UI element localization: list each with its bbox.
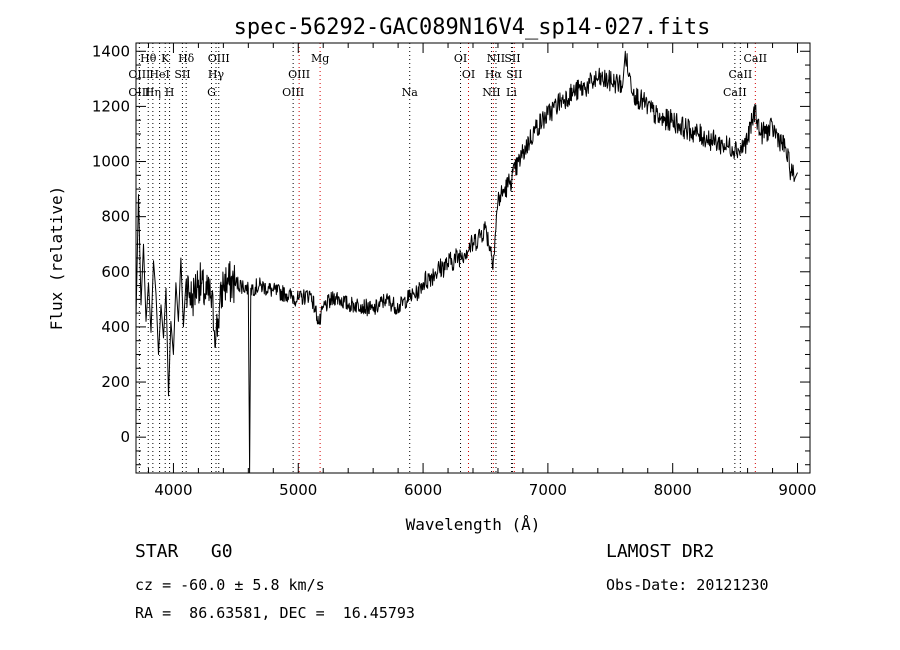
x-tick-label: 4000 (154, 481, 192, 499)
y-tick-label: 1000 (92, 153, 130, 171)
class-label: STAR (135, 541, 179, 562)
x-tick-label: 5000 (279, 481, 317, 499)
line-label: SII (504, 52, 520, 65)
y-tick-label: 1200 (92, 97, 130, 115)
x-tick-label: 9000 (778, 481, 816, 499)
x-tick-label: 6000 (404, 481, 442, 499)
subclass-label: G0 (210, 541, 233, 562)
line-label: Na (402, 86, 419, 99)
coordinates-text: RA = 86.63581, DEC = 16.45793 (135, 604, 415, 622)
plot-frame (135, 42, 811, 474)
spectrum-series (135, 50, 798, 474)
x-tick-label: 7000 (529, 481, 567, 499)
spectrum-line (135, 50, 798, 474)
line-label: CaII (723, 86, 747, 99)
line-label: CaII (743, 52, 767, 65)
survey-name: LAMOST DR2 (606, 541, 715, 562)
y-axis-label: Flux (relative) (47, 186, 66, 331)
line-label: G (207, 86, 216, 99)
y-tick-label: 400 (101, 318, 130, 336)
line-label: OI (462, 68, 475, 81)
line-label: OIII (128, 68, 150, 81)
line-label: Hθ (140, 52, 157, 65)
redshift-text: cz = -60.0 ± 5.8 km/s (135, 576, 325, 594)
y-tick-label: 600 (101, 263, 130, 281)
line-label: SII (174, 68, 190, 81)
obs-date-text: Obs-Date: 20121230 (606, 576, 769, 594)
y-axis: 0 200 400 600 800 1000 1200 1400 (92, 42, 810, 466)
line-label: H (165, 86, 175, 99)
y-tick-label: 1400 (92, 42, 130, 60)
x-axis: 4000 5000 6000 7000 8000 9000 (147, 43, 817, 499)
object-class: STAR G0 (135, 541, 233, 562)
y-tick-label: 200 (101, 373, 130, 391)
line-label: Hγ (208, 68, 225, 81)
line-label: NII (482, 86, 500, 99)
line-label: HeI (149, 68, 169, 81)
x-tick-label: 8000 (654, 481, 692, 499)
line-label: Hδ (178, 52, 195, 65)
line-label: CaII (729, 68, 753, 81)
line-label: Mg (311, 52, 329, 65)
line-label: K (161, 52, 170, 65)
line-label: OI (454, 52, 467, 65)
line-label: Hη (145, 86, 161, 99)
line-markers (138, 43, 756, 473)
line-label: OIII (288, 68, 310, 81)
line-label: OIII (282, 86, 304, 99)
line-label: OIII (208, 52, 230, 65)
y-tick-label: 800 (101, 208, 130, 226)
line-label: Hα (485, 68, 503, 81)
chart-title: spec-56292-GAC089N16V4_sp14-027.fits (234, 15, 711, 40)
line-label: Li (506, 86, 517, 99)
x-axis-label: Wavelength (Å) (406, 515, 541, 534)
line-label: NII (487, 52, 505, 65)
y-tick-label: 0 (120, 428, 130, 446)
line-label: SII (506, 68, 522, 81)
